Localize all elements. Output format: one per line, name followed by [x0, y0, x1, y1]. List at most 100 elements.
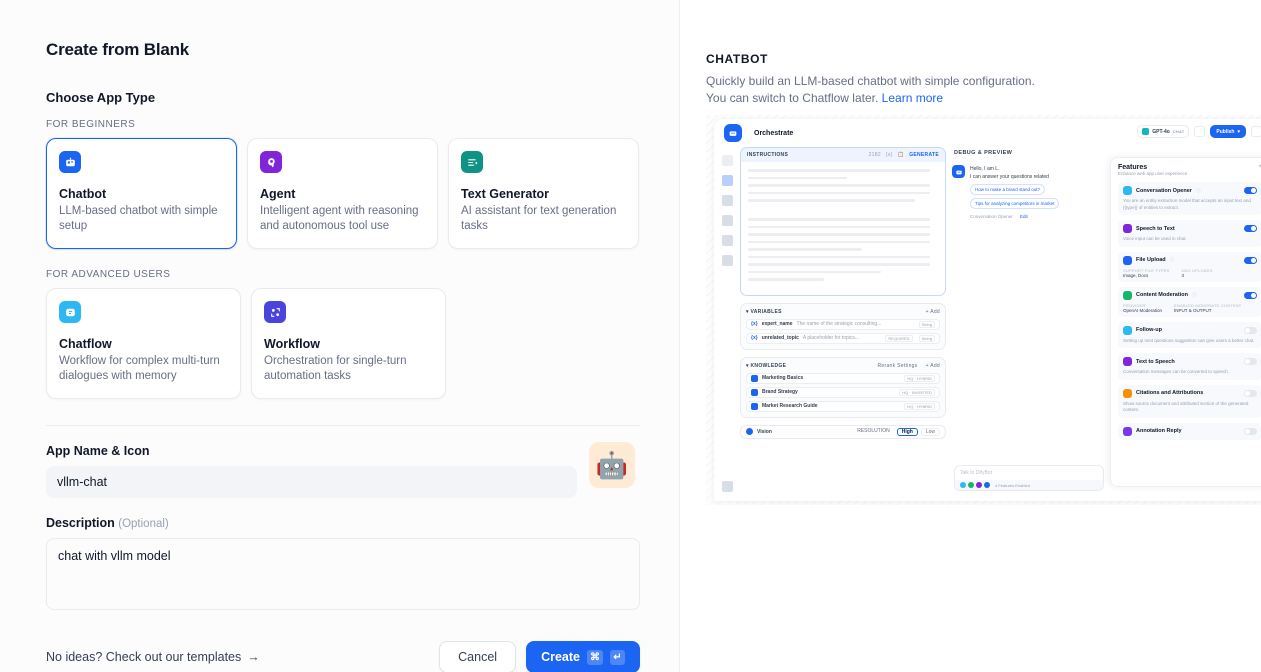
greeting-line-2: I can answer your questions related: [970, 174, 1049, 180]
knowledge-base-icon: [751, 388, 758, 396]
rail-item-monitoring-icon[interactable]: [721, 255, 733, 266]
feature-name: Speech to Text: [1136, 225, 1175, 232]
feature-toggle[interactable]: [1244, 427, 1257, 435]
feature-toggle[interactable]: [1244, 256, 1257, 264]
meta-value: 3: [1181, 272, 1185, 278]
feature-desc: Show source document and attributed sect…: [1123, 400, 1249, 413]
instructions-tools: 2182 {x} 📋 GENERATE: [869, 152, 939, 158]
app-type-card-workflow[interactable]: Workflow Orchestration for single-turn a…: [251, 288, 446, 399]
resolution-option-low[interactable]: Low: [920, 427, 940, 436]
chevron-down-icon[interactable]: ▾: [746, 308, 751, 315]
info-panel-description: Quickly build an LLM-based chatbot with …: [706, 73, 1056, 107]
generate-button[interactable]: GENERATE: [909, 152, 939, 158]
suggested-question-1[interactable]: How to make a brand stand out?: [970, 184, 1046, 195]
feature-toggle[interactable]: [1244, 291, 1257, 299]
feature-item-text-to-speech[interactable]: Text to Speech Conversation messages can…: [1118, 353, 1261, 380]
mock-bot-avatar-icon: [952, 165, 965, 178]
knowledge-row[interactable]: Market Research Guide HQ · HYBRID: [746, 400, 940, 412]
rail-item-orchestrate-icon[interactable]: [721, 175, 733, 186]
app-type-card-text-generator[interactable]: Text Generator AI assistant for text gen…: [448, 138, 639, 249]
footer-buttons: Cancel Create ⌘ ↵: [439, 641, 640, 672]
opener-edit-button[interactable]: Edit: [1020, 214, 1028, 219]
app-type-card-agent[interactable]: Agent Intelligent agent with reasoning a…: [247, 138, 438, 249]
content-moderation-icon: [1123, 290, 1132, 300]
skeleton-line: [748, 255, 931, 258]
app-type-card-chatbot[interactable]: Chatbot LLM-based chatbot with simple se…: [46, 138, 237, 249]
for-advanced-users-label: FOR ADVANCED USERS: [46, 269, 171, 280]
feature-chip-upload-icon: [984, 482, 990, 488]
app-type-info-panel: CHATBOT Quickly build an LLM-based chatb…: [679, 0, 1261, 672]
skeleton-line: [748, 199, 916, 202]
suggested-question-2[interactable]: Tips for analyzing competitors in market: [970, 198, 1060, 209]
learn-more-link[interactable]: Learn more: [881, 91, 944, 105]
knowledge-name: Market Research Guide: [762, 403, 818, 409]
mock-publish-button[interactable]: Publish ▾: [1210, 125, 1246, 138]
feature-toggle[interactable]: [1244, 358, 1257, 365]
app-type-card-chatflow[interactable]: Chatflow Workflow for complex multi-turn…: [46, 288, 241, 399]
knowledge-row[interactable]: Marketing Basics HQ · HYBRID: [746, 372, 940, 384]
app-icon-picker[interactable]: 🤖: [589, 442, 635, 488]
knowledge-base-icon: [751, 374, 758, 382]
mock-chat-message: Hello, I am L. I can answer your questio…: [952, 165, 1106, 219]
rerank-settings-button[interactable]: Rerank Settings: [877, 362, 918, 369]
knowledge-tag: HQ · HYBRID: [904, 402, 935, 410]
app-name-input[interactable]: [46, 466, 577, 498]
skeleton-line: [748, 218, 931, 221]
insert-variable-icon[interactable]: {x}: [885, 152, 893, 158]
description-textarea[interactable]: chat with vllm model: [46, 538, 640, 610]
mock-model-selector[interactable]: GPT-4o CHAT: [1137, 125, 1190, 138]
feature-item-speech-to-text[interactable]: Speech to Text Voice input can be used i…: [1118, 220, 1261, 247]
feature-name: Conversation Opener: [1136, 187, 1192, 194]
features-enabled-count: 4 Features Enabled: [995, 482, 1030, 488]
close-icon[interactable]: ×: [1258, 164, 1261, 170]
feature-item-content-moderation[interactable]: Content Moderation ⓘ PROVIDER OpenAI Mod…: [1118, 286, 1261, 317]
variable-row[interactable]: {x} unrelated_topic A placeholder for to…: [746, 332, 940, 344]
feature-item-file-upload[interactable]: File Upload ⓘ SUPPORT FILE TYPES Image, …: [1118, 251, 1261, 282]
feature-toggle[interactable]: [1244, 187, 1257, 194]
variables-add-button[interactable]: + Add: [925, 308, 940, 315]
info-panel-title: CHATBOT: [706, 52, 768, 66]
variable-row[interactable]: {x} expert_name The name of the strategi…: [746, 318, 940, 330]
knowledge-base-icon: [751, 402, 758, 410]
description-label: Description (Optional): [46, 516, 639, 530]
templates-link[interactable]: No ideas? Check out our templates →: [46, 650, 260, 664]
create-button[interactable]: Create ⌘ ↵: [526, 641, 640, 672]
rail-item-logs-icon[interactable]: [721, 215, 733, 226]
resolution-label: RESOLUTION: [857, 427, 890, 434]
feature-toggle[interactable]: [1244, 326, 1257, 334]
skeleton-line: [748, 225, 931, 228]
feature-head: Speech to Text: [1123, 224, 1257, 233]
mock-topbar: Orchestrate GPT-4o CHAT Publish ▾: [714, 119, 1261, 147]
resolution-option-high[interactable]: High: [896, 427, 918, 436]
for-beginners-label: FOR BEGINNERS: [46, 119, 136, 130]
mock-instructions-body: [741, 162, 945, 295]
rail-item-image-icon[interactable]: [721, 195, 733, 206]
knowledge-row[interactable]: Brand Strategy HQ · INVERTED: [746, 386, 940, 398]
knowledge-add-button[interactable]: + Add: [925, 362, 940, 369]
feature-toggle[interactable]: [1244, 225, 1257, 232]
mock-history-icon[interactable]: [1251, 126, 1261, 137]
skeleton-line: [748, 191, 931, 194]
mock-debug-preview-column: DEBUG & PREVIEW Hello, I am L. I can ans…: [952, 147, 1110, 501]
create-from-blank-panel: Create from Blank Choose App Type FOR BE…: [46, 40, 640, 672]
chevron-down-icon[interactable]: ▾: [746, 362, 751, 369]
app-type-desc: Intelligent agent with reasoning and aut…: [260, 205, 419, 232]
rail-item-switch-icon[interactable]: [721, 155, 733, 166]
conversation-opener-note: Conversation Opener Edit: [970, 214, 1106, 219]
feature-toggle[interactable]: [1244, 389, 1257, 397]
opener-label: Conversation Opener: [970, 214, 1013, 219]
skeleton-line: [748, 240, 931, 243]
mock-chat-input[interactable]: Talk to DifyBot 4 Features Enabled: [954, 465, 1104, 491]
instructions-char-count: 2182: [868, 152, 881, 158]
feature-item-citations-and-attributions[interactable]: Citations and Attributions Show source d…: [1118, 384, 1261, 418]
feature-item-annotation-reply[interactable]: Annotation Reply: [1118, 422, 1261, 440]
rail-item-collapse-icon[interactable]: [721, 481, 733, 492]
rail-item-annotation-icon[interactable]: [721, 235, 733, 246]
mock-settings-icon[interactable]: [1194, 126, 1206, 137]
arrow-right-icon: →: [247, 650, 260, 664]
feature-desc: Conversation messages can be converted t…: [1123, 369, 1230, 374]
cancel-button[interactable]: Cancel: [439, 641, 517, 672]
feature-item-follow-up[interactable]: Follow-up Setting up next questions sugg…: [1118, 321, 1261, 348]
copy-icon[interactable]: 📋: [897, 152, 905, 158]
feature-item-conversation-opener[interactable]: Conversation Opener ⓘ You are an entity …: [1118, 182, 1261, 215]
